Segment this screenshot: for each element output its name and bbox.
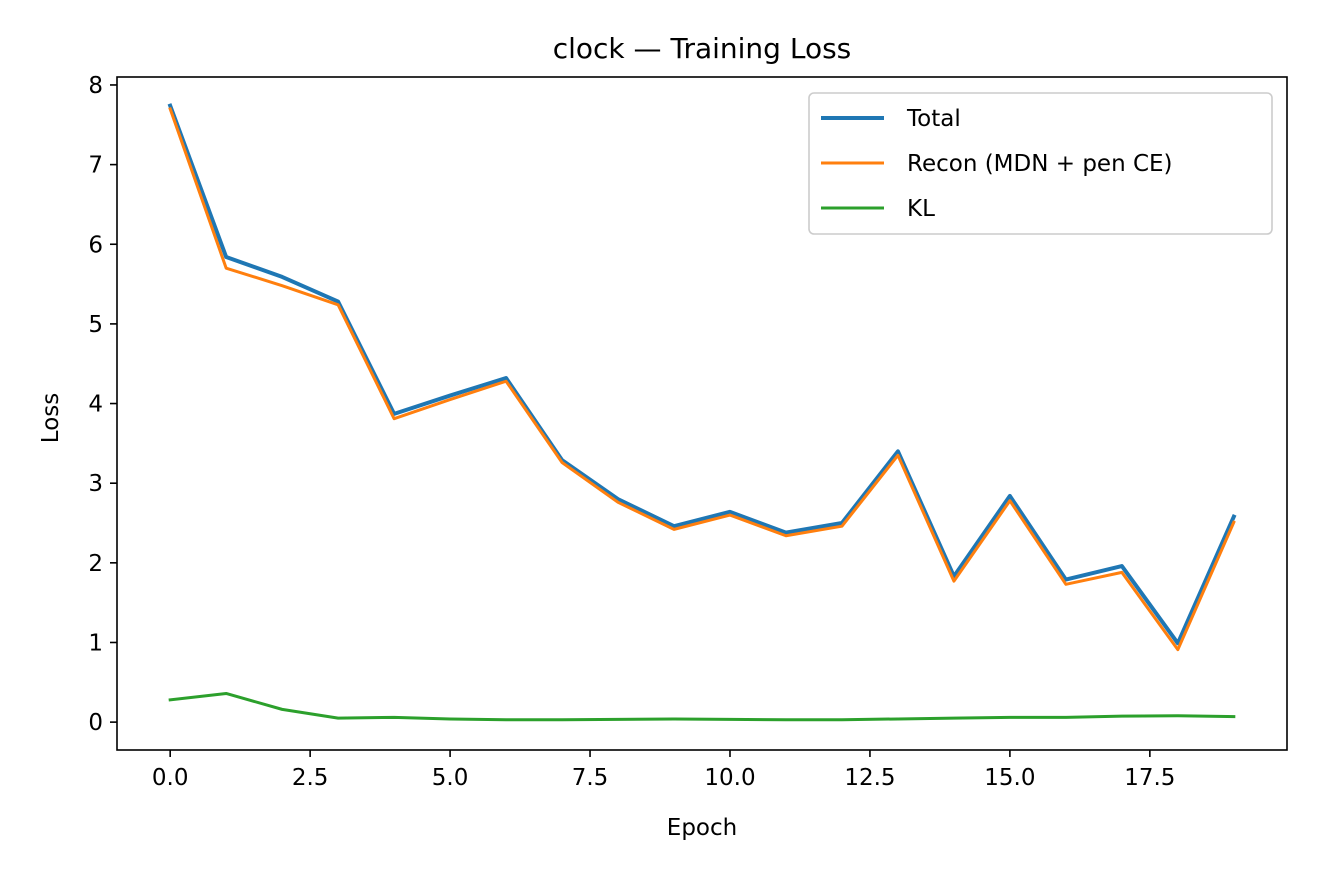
y-tick-label: 2 — [88, 551, 103, 577]
x-tick-label: 17.5 — [1124, 765, 1175, 791]
series-line-kl — [168, 691, 1236, 722]
x-tick-label: 5.0 — [432, 765, 469, 791]
chart-title: clock — Training Loss — [553, 32, 852, 65]
y-tick-label: 8 — [88, 73, 103, 99]
y-tick-label: 4 — [88, 392, 103, 418]
legend-box — [808, 92, 1273, 235]
series-line-total — [167, 103, 1237, 646]
x-tick-label: 10.0 — [704, 765, 755, 791]
y-tick-label: 6 — [88, 232, 103, 258]
legend-label: Total — [906, 106, 961, 132]
x-tick-label: 0.0 — [152, 765, 189, 791]
ticks-layer: 0.0 2.5 5.0 7.5 10.0 12.5 15.0 17.5 0 1 2 3 4 5 6 7 8 — [88, 73, 1175, 791]
x-tick-label: 12.5 — [844, 765, 895, 791]
series-line-recon-mdn-pen-ce — [168, 106, 1236, 652]
series-layer — [167, 103, 1237, 722]
y-tick-label: 7 — [88, 153, 103, 179]
x-axis-label: Epoch — [667, 815, 737, 841]
legend: Total Recon (MDN + pen CE) KL — [808, 92, 1273, 235]
y-tick-label: 3 — [88, 471, 103, 497]
legend-label: KL — [907, 196, 935, 222]
x-tick-label: 15.0 — [984, 765, 1035, 791]
y-axis-label: Loss — [38, 393, 64, 443]
x-tick-label: 7.5 — [572, 765, 609, 791]
x-tick-label: 2.5 — [292, 765, 329, 791]
y-tick-label: 5 — [88, 312, 103, 338]
plot-frame — [116, 76, 1288, 751]
y-tick-label: 1 — [88, 630, 103, 656]
y-tick-label: 0 — [88, 710, 103, 736]
legend-label: Recon (MDN + pen CE) — [907, 151, 1173, 177]
